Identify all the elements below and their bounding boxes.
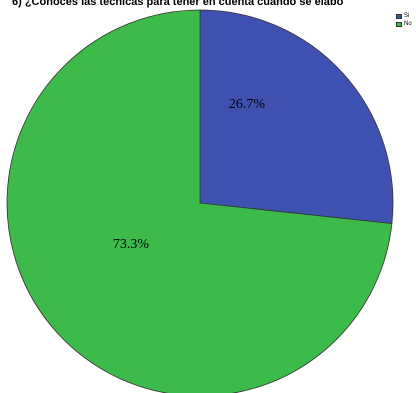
legend-item-si: Si bbox=[396, 12, 412, 20]
slice-label-si: 26.7% bbox=[229, 97, 266, 112]
chart-title: 6) ¿Conoces las técnicas para tener en c… bbox=[12, 0, 344, 8]
legend-label-no: No bbox=[404, 21, 412, 27]
legend-label-si: Si bbox=[404, 13, 410, 19]
slice-label-no: 73.3% bbox=[113, 237, 150, 252]
legend-item-no: No bbox=[396, 20, 412, 28]
pie-slice-no bbox=[6, 9, 393, 393]
legend-swatch-no bbox=[396, 21, 402, 27]
legend: Si No bbox=[396, 12, 412, 28]
legend-swatch-si bbox=[396, 13, 402, 19]
pie-slice-si bbox=[199, 9, 394, 225]
